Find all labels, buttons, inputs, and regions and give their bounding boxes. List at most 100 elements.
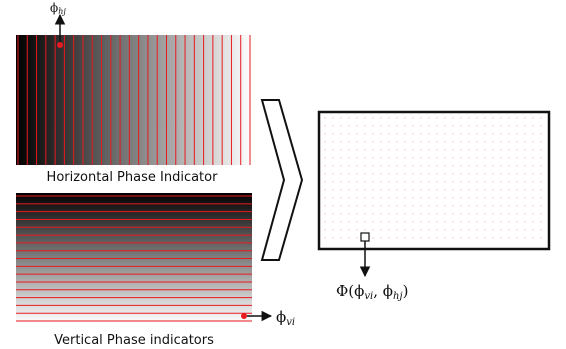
phase-map-dot xyxy=(332,157,334,159)
phase-map-dot xyxy=(460,197,462,199)
phase-map-dot xyxy=(380,229,382,231)
phase-map-dot xyxy=(340,213,342,215)
phase-map-dot xyxy=(348,197,350,199)
phase-map-dot xyxy=(540,221,542,223)
horizontal-phase-panel: ϕhj Horizontal Phase Indicator xyxy=(16,1,252,185)
phase-map-dot xyxy=(340,165,342,167)
phase-map-dot xyxy=(468,205,470,207)
phase-map-dot xyxy=(532,181,534,183)
phase-map-dot xyxy=(476,125,478,127)
phase-map-dot xyxy=(524,141,526,143)
phase-map-dot xyxy=(500,213,502,215)
phase-map-dot xyxy=(420,165,422,167)
phase-map-dot xyxy=(396,189,398,191)
phase-map-dot xyxy=(436,165,438,167)
phase-map-dot xyxy=(348,173,350,175)
phase-map-dot xyxy=(412,229,414,231)
phase-map-dot xyxy=(444,181,446,183)
phase-map-dot xyxy=(388,237,390,239)
phase-map-dot xyxy=(340,149,342,151)
phase-map-dot xyxy=(428,181,430,183)
phase-map-dot xyxy=(532,221,534,223)
output-formula: Φ(ϕvi, ϕhj) xyxy=(336,282,408,302)
phase-map-dot xyxy=(404,181,406,183)
phase-map-dot xyxy=(324,213,326,215)
phase-map-dot xyxy=(388,205,390,207)
phase-map-dot xyxy=(500,141,502,143)
phase-map-dot xyxy=(388,157,390,159)
phase-map-dot xyxy=(324,125,326,127)
phase-map-dot xyxy=(364,197,366,199)
phase-map-dot xyxy=(452,237,454,239)
phase-map-dot xyxy=(452,189,454,191)
phase-map-dot xyxy=(436,149,438,151)
horizontal-phase-caption: Horizontal Phase Indicator xyxy=(47,170,219,185)
phase-map-dot xyxy=(452,149,454,151)
phase-map-dot xyxy=(420,237,422,239)
phase-map-dot xyxy=(372,157,374,159)
phase-map-dot xyxy=(348,229,350,231)
phase-map-dot xyxy=(476,189,478,191)
phase-map-dot xyxy=(444,189,446,191)
phase-map-dot xyxy=(428,197,430,199)
phase-map-dot xyxy=(348,213,350,215)
phase-map-dot xyxy=(540,229,542,231)
phase-map-dot xyxy=(492,141,494,143)
phase-map-dot xyxy=(484,117,486,119)
phase-map-dot xyxy=(332,189,334,191)
phase-map-dot xyxy=(532,157,534,159)
phase-map-dot xyxy=(500,205,502,207)
phase-map-dot xyxy=(364,189,366,191)
phase-map-dot xyxy=(508,133,510,135)
phase-map-dot xyxy=(516,221,518,223)
phase-map-dot xyxy=(404,117,406,119)
phase-map-dot xyxy=(508,221,510,223)
phase-map-dot xyxy=(348,125,350,127)
horizontal-phase-lines xyxy=(17,35,251,165)
phase-map-dot xyxy=(428,221,430,223)
phase-map-dot xyxy=(380,181,382,183)
phase-map-dot xyxy=(484,125,486,127)
phase-map-dot xyxy=(428,125,430,127)
phase-map-dot xyxy=(356,117,358,119)
phase-map-dot xyxy=(372,197,374,199)
phase-map-dot xyxy=(452,229,454,231)
phase-map-dot xyxy=(348,133,350,135)
phase-map-dot xyxy=(532,237,534,239)
phase-map-dot xyxy=(540,173,542,175)
phase-map-dot xyxy=(460,173,462,175)
phase-map-dot xyxy=(452,157,454,159)
phase-map-dot xyxy=(532,173,534,175)
phase-map-dot xyxy=(444,197,446,199)
phase-map-dot xyxy=(524,149,526,151)
phase-map-dot xyxy=(436,213,438,215)
phase-map-dot xyxy=(436,117,438,119)
phase-map-dot xyxy=(444,117,446,119)
phase-map-dot xyxy=(348,149,350,151)
phase-map-dot xyxy=(476,213,478,215)
phase-map-dot xyxy=(356,165,358,167)
vertical-phase-caption: Vertical Phase indicators xyxy=(54,333,214,348)
phase-map-dot xyxy=(356,173,358,175)
phase-map-dot xyxy=(524,189,526,191)
phase-map-dot xyxy=(428,133,430,135)
phase-map-dot xyxy=(348,205,350,207)
phase-map-dot xyxy=(492,237,494,239)
phase-map-dot xyxy=(460,181,462,183)
phase-map-dot xyxy=(508,205,510,207)
phase-map-dot xyxy=(412,133,414,135)
phase-map-dot xyxy=(340,157,342,159)
phase-map-dot xyxy=(524,133,526,135)
phase-map-dot xyxy=(524,205,526,207)
phase-map-dot xyxy=(484,229,486,231)
phase-map-dot xyxy=(484,141,486,143)
phase-map-dot xyxy=(508,181,510,183)
phase-map-dot xyxy=(460,237,462,239)
phase-map-dot xyxy=(460,229,462,231)
phase-map-dot xyxy=(484,213,486,215)
phase-map-dot xyxy=(332,213,334,215)
phase-map-dot xyxy=(388,229,390,231)
phase-map-dot xyxy=(324,141,326,143)
phase-map-dot xyxy=(468,237,470,239)
phase-map-dot xyxy=(428,237,430,239)
